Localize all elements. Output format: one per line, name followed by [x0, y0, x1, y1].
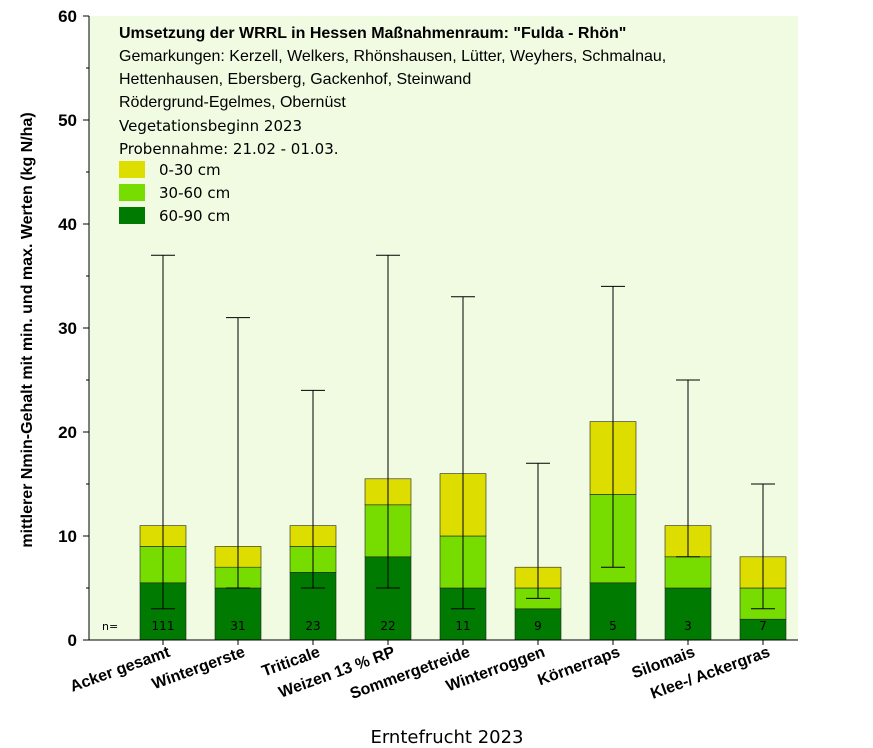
n-value: 9	[534, 619, 542, 633]
n-value: 3	[684, 619, 692, 633]
bar-segment	[214, 587, 262, 641]
chart-info-line: Probennahme: 21.02 - 01.03.	[119, 140, 339, 158]
legend-label: 30-60 cm	[159, 184, 230, 202]
n-value: 31	[230, 619, 245, 633]
n-value: 7	[759, 619, 767, 633]
y-tick-label: 0	[68, 631, 77, 650]
legend-swatch	[119, 207, 145, 224]
chart-subtitle-line: Rödergrund-Egelmes, Obernüst	[119, 94, 346, 111]
chart-title: Umsetzung der WRRL in Hessen Maßnahmenra…	[119, 25, 626, 42]
n-label: n=	[102, 620, 118, 633]
y-tick-label: 20	[58, 423, 77, 442]
n-value: 111	[152, 619, 175, 633]
y-tick-label: 50	[58, 111, 77, 130]
y-axis-label: mittlerer Nmin-Gehalt mit min. und max. …	[19, 112, 36, 547]
legend-swatch	[119, 161, 145, 178]
x-tick-label: Körnerraps	[536, 644, 623, 690]
legend-label: 60-90 cm	[159, 207, 230, 225]
x-axis-label: Erntefrucht 2023	[370, 727, 523, 748]
n-value: 23	[305, 619, 320, 633]
chart-info-line: Vegetationsbeginn 2023	[119, 117, 302, 135]
y-tick-label: 40	[58, 215, 77, 234]
bar-segment	[664, 587, 712, 641]
y-tick-label: 30	[58, 319, 77, 338]
y-tick-label: 10	[58, 527, 77, 546]
legend-label: 0-30 cm	[159, 161, 221, 179]
legend-swatch	[119, 184, 145, 201]
bar-segment	[514, 608, 562, 641]
chart-subtitle-line: Hettenhausen, Ebersberg, Gackenhof, Stei…	[119, 71, 471, 88]
n-value: 5	[609, 619, 617, 633]
n-value: 22	[380, 619, 395, 633]
chart-subtitle-line: Gemarkungen: Kerzell, Welkers, Rhönshaus…	[119, 48, 666, 65]
n-value: 11	[455, 619, 470, 633]
y-tick-label: 60	[58, 7, 77, 26]
bar-segment	[664, 556, 712, 589]
